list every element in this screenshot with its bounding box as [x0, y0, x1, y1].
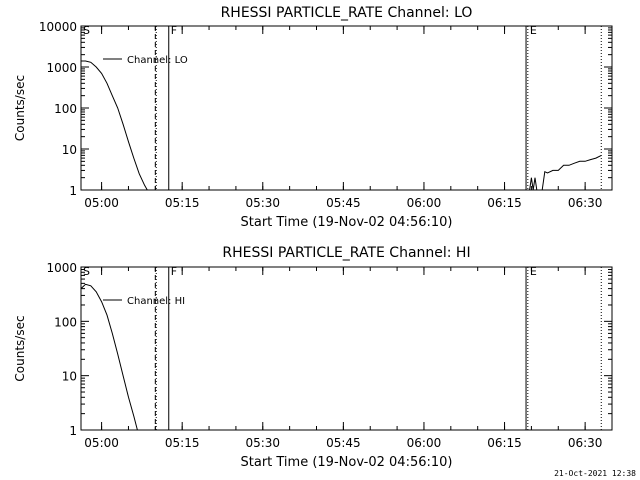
chart1-y-tick-label: 10000	[39, 20, 77, 34]
chart2-x-tick-label: 06:30	[568, 436, 603, 450]
chart2-legend-label: Channel: HI	[127, 296, 185, 307]
chart1-x-tick-label: 05:45	[326, 196, 361, 210]
chart2-x-tick-label: 05:30	[245, 436, 280, 450]
chart1-time-marker-label: F	[171, 24, 177, 37]
chart1-title: RHESSI PARTICLE_RATE Channel: LO	[221, 5, 473, 21]
chart1-x-tick-label: 06:15	[487, 196, 522, 210]
chart1-x-tick-label: 06:30	[568, 196, 603, 210]
chart2-x-tick-label: 05:00	[84, 436, 119, 450]
chart2-x-tick-label: 06:00	[407, 436, 442, 450]
chart1-series-line	[529, 154, 602, 191]
footer-timestamp: 21-Oct-2021 12:38	[554, 469, 636, 478]
chart1-x-tick-label: 05:00	[84, 196, 119, 210]
chart2-series-line	[80, 283, 138, 431]
chart2-y-tick-label: 10	[62, 370, 77, 384]
chart1-y-axis-label: Counts/sec	[13, 75, 27, 141]
chart2-y-tick-label: 1	[69, 424, 77, 438]
chart1-x-tick-label: 05:15	[165, 196, 200, 210]
chart2-time-marker-label: E	[530, 265, 537, 278]
chart2-x-tick-label: 05:45	[326, 436, 361, 450]
chart2-plot-frame	[80, 266, 613, 431]
chart2-y-axis-label: Counts/sec	[13, 315, 27, 381]
chart2-x-tick-label: 06:15	[487, 436, 522, 450]
chart1-legend-label: Channel: LO	[127, 55, 188, 66]
chart2-time-marker-label: S	[83, 265, 90, 278]
chart2-time-marker-label: F	[171, 265, 177, 278]
chart1-time-marker-label: E	[530, 24, 537, 37]
chart2-y-tick-label: 1000	[46, 261, 77, 275]
chart1-y-tick-label: 10	[62, 143, 77, 157]
chart1-time-marker-label: S	[83, 24, 90, 37]
chart2-x-tick-label: 05:15	[165, 436, 200, 450]
chart1-x-tick-label: 06:00	[407, 196, 442, 210]
chart1-y-tick-label: 1000	[46, 61, 77, 75]
chart2-title: RHESSI PARTICLE_RATE Channel: HI	[222, 245, 470, 261]
chart1-plot-frame	[80, 25, 613, 191]
chart2-x-axis-label: Start Time (19-Nov-02 04:56:10)	[241, 455, 453, 470]
chart1-y-tick-label: 1	[69, 184, 77, 198]
chart1-x-axis-label: Start Time (19-Nov-02 04:56:10)	[241, 215, 453, 230]
chart1-y-tick-label: 100	[54, 102, 77, 116]
chart2-y-tick-label: 100	[54, 315, 77, 329]
chart1-x-tick-label: 05:30	[245, 196, 280, 210]
chart1-series-line	[81, 60, 148, 191]
